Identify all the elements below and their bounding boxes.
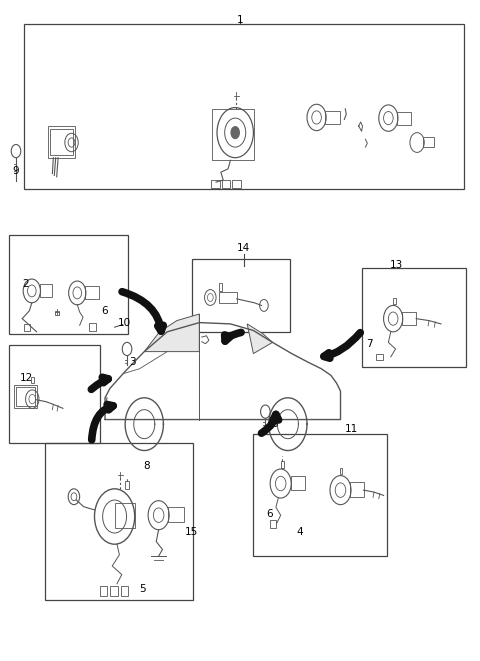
Bar — [110, 586, 118, 596]
Text: 1: 1 — [237, 15, 243, 25]
Bar — [89, 323, 96, 330]
Bar — [402, 312, 416, 325]
Bar — [55, 311, 59, 315]
Bar — [212, 109, 254, 161]
Bar — [253, 434, 387, 556]
Bar — [16, 387, 35, 406]
Text: 8: 8 — [144, 461, 150, 471]
Bar — [339, 468, 342, 475]
Bar — [350, 483, 364, 496]
Text: 3: 3 — [271, 419, 278, 429]
Bar — [9, 235, 128, 334]
Text: 6: 6 — [266, 509, 273, 519]
Text: 9: 9 — [12, 166, 19, 176]
Text: 13: 13 — [389, 260, 403, 270]
Bar — [393, 297, 396, 304]
Bar — [397, 112, 411, 125]
Bar — [376, 354, 383, 360]
Text: 15: 15 — [185, 527, 198, 537]
FancyArrowPatch shape — [262, 414, 278, 433]
Bar — [219, 292, 237, 303]
Bar — [115, 503, 135, 528]
Bar — [281, 461, 284, 468]
FancyArrowPatch shape — [92, 405, 113, 440]
Polygon shape — [144, 314, 199, 352]
Bar — [85, 286, 99, 299]
Bar — [49, 129, 73, 155]
Text: 11: 11 — [344, 424, 358, 434]
Text: 2: 2 — [22, 280, 29, 290]
Bar — [24, 324, 30, 330]
Bar — [222, 180, 230, 188]
Bar — [121, 586, 129, 596]
FancyArrowPatch shape — [91, 377, 108, 389]
Circle shape — [230, 126, 240, 139]
Bar — [325, 111, 339, 124]
Bar — [232, 180, 241, 188]
FancyArrowPatch shape — [324, 332, 360, 358]
Bar — [423, 137, 434, 147]
Text: 6: 6 — [101, 305, 108, 316]
Text: 7: 7 — [366, 338, 373, 349]
Bar — [211, 180, 220, 188]
Bar — [291, 476, 305, 490]
Bar — [362, 268, 467, 367]
FancyArrowPatch shape — [225, 332, 241, 341]
Bar — [100, 586, 108, 596]
Bar — [45, 443, 193, 600]
Bar — [125, 481, 129, 488]
Bar — [40, 284, 52, 297]
Bar — [24, 24, 464, 188]
Text: 12: 12 — [20, 373, 33, 383]
Text: 14: 14 — [237, 243, 251, 253]
Text: 10: 10 — [118, 317, 131, 328]
Bar — [31, 377, 34, 383]
Bar — [192, 259, 290, 332]
Text: 4: 4 — [297, 527, 303, 537]
Bar — [219, 283, 222, 291]
Bar — [14, 385, 37, 408]
Bar — [270, 520, 276, 528]
Text: 3: 3 — [129, 356, 135, 366]
Bar — [9, 345, 100, 443]
Text: 5: 5 — [140, 584, 146, 594]
Polygon shape — [247, 324, 273, 354]
Bar — [168, 507, 183, 522]
Bar — [48, 126, 75, 158]
FancyArrowPatch shape — [122, 292, 163, 331]
